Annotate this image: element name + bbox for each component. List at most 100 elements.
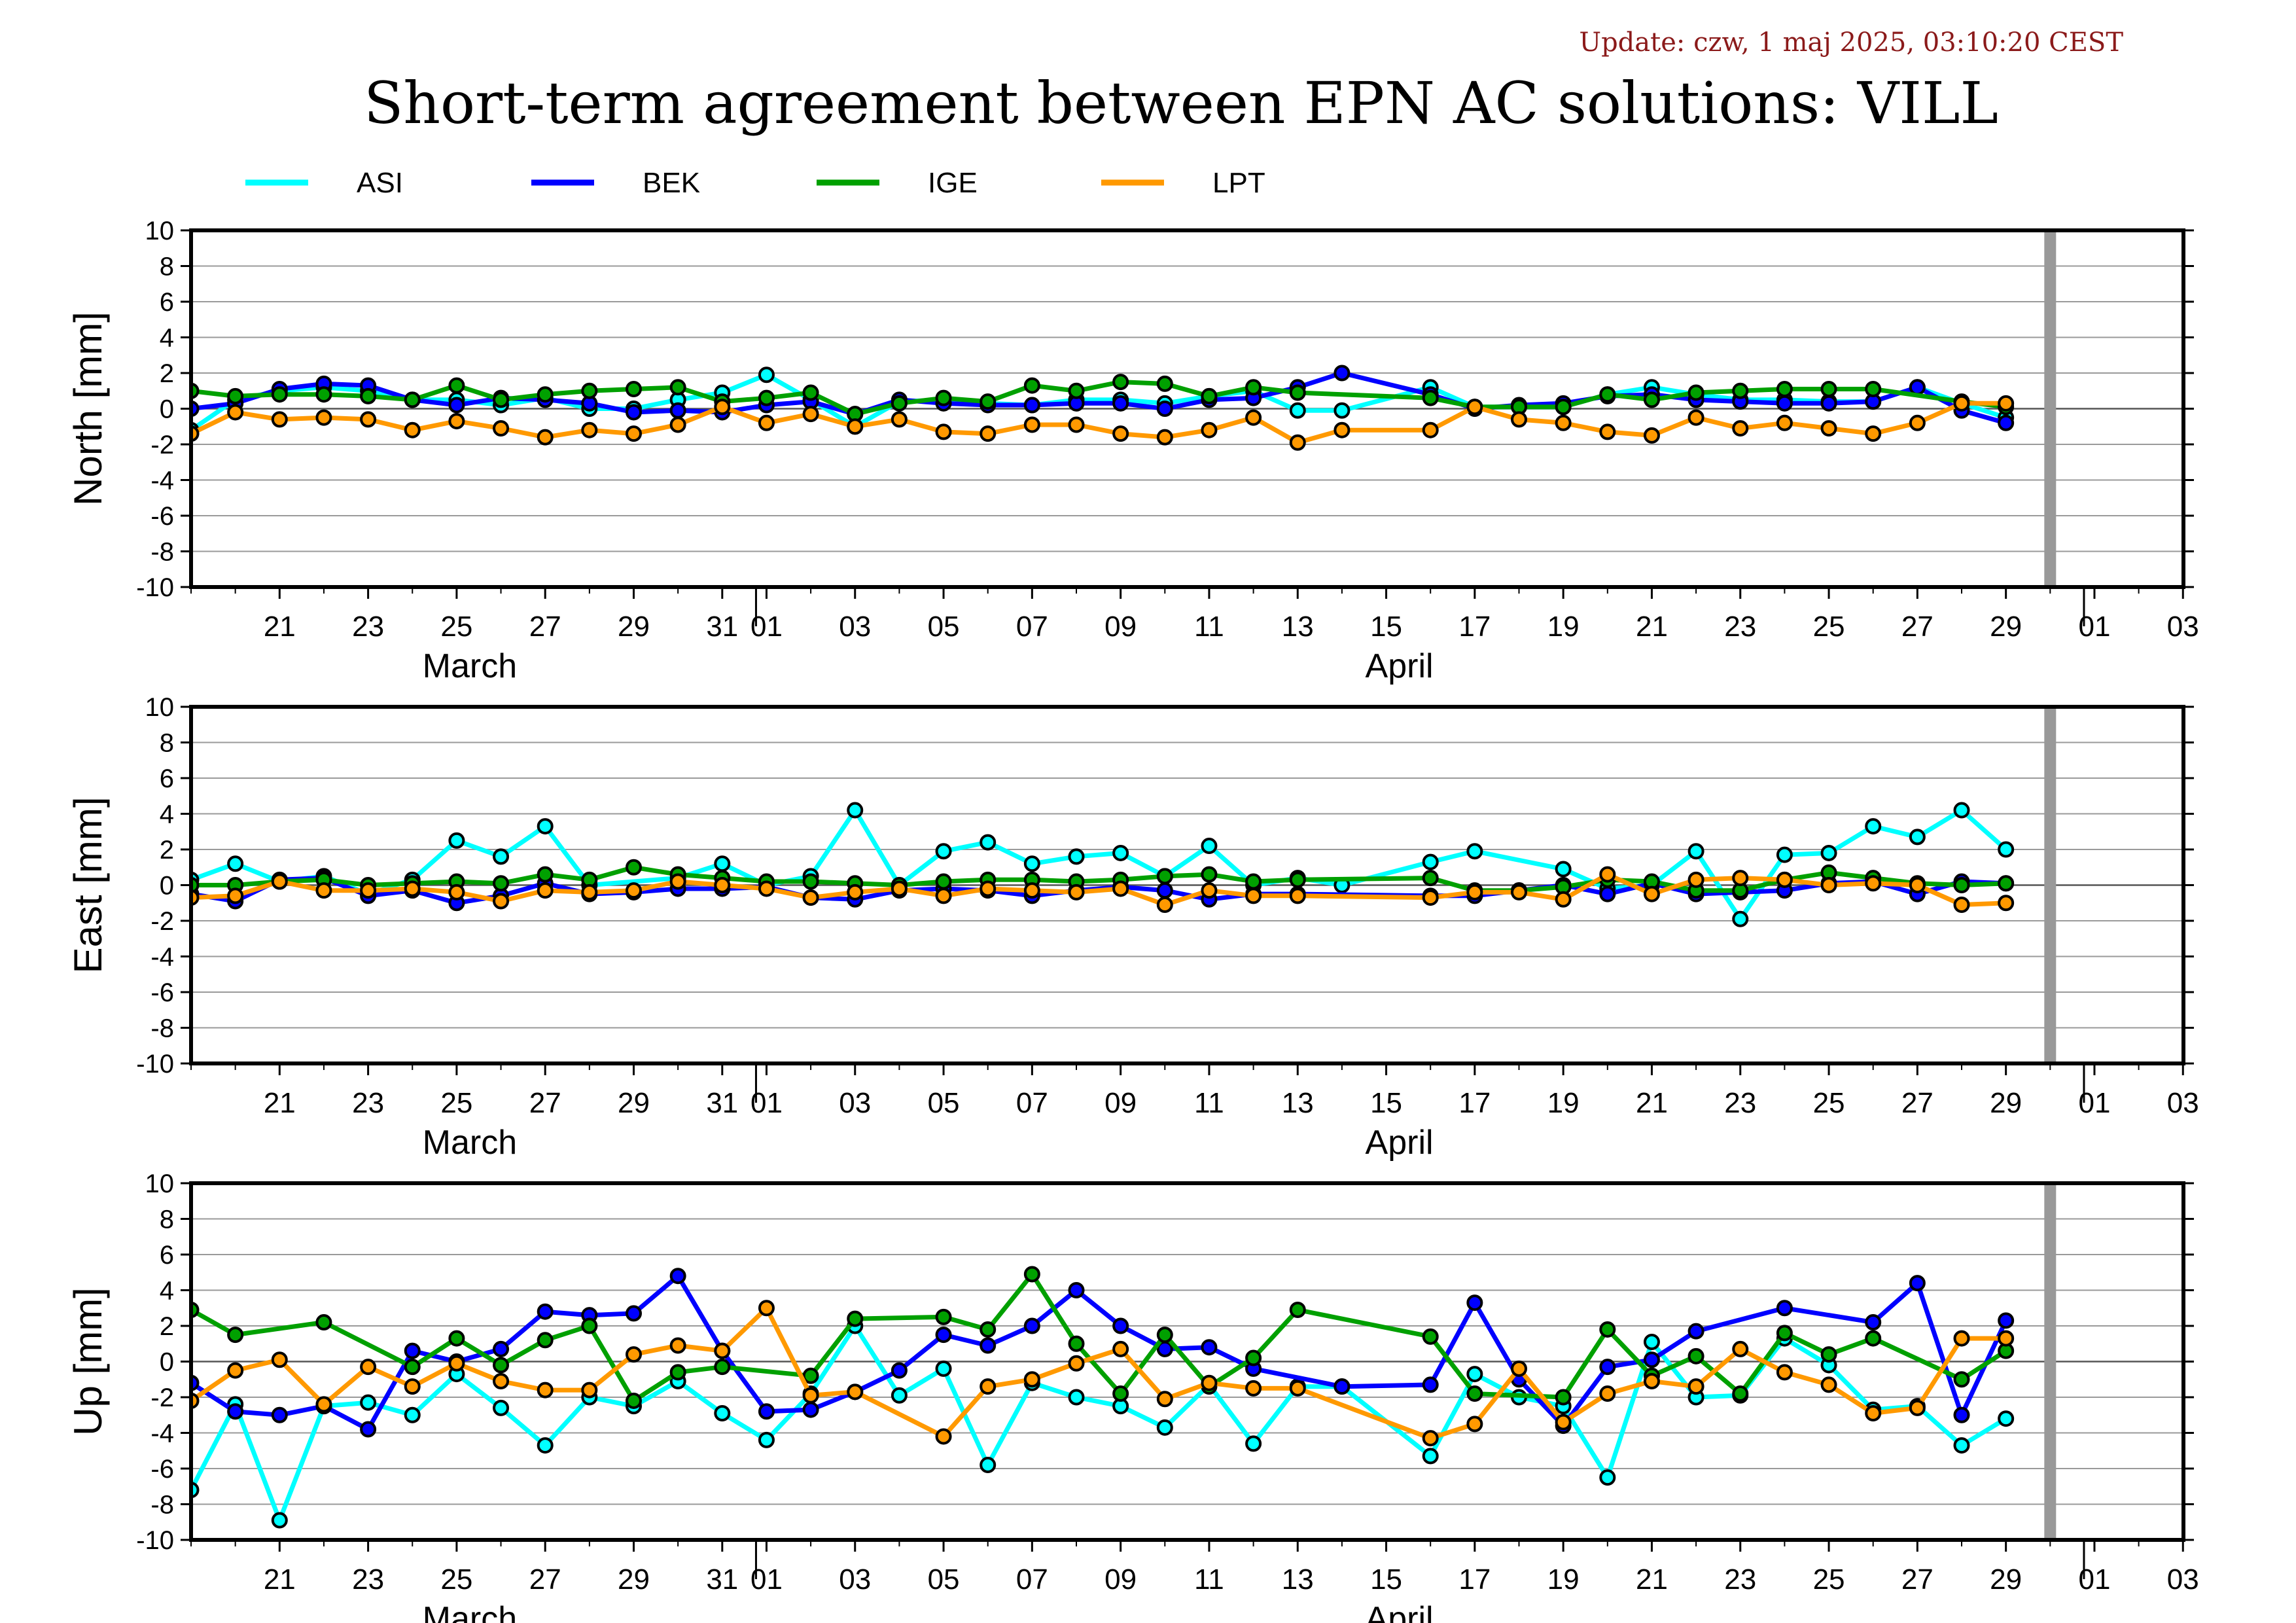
data-point-bek (758, 1403, 775, 1420)
data-point-lpt (1599, 423, 1616, 440)
data-point-ige (227, 1327, 244, 1344)
x-tick-label: 21 (264, 611, 296, 643)
x-tick-label: 07 (1016, 611, 1048, 643)
data-point-lpt (802, 889, 819, 906)
y-tick-label: -6 (150, 502, 174, 531)
data-point-bek (980, 1337, 997, 1354)
x-tick-label: 03 (2167, 611, 2199, 643)
data-point-bek (669, 1268, 686, 1285)
x-tick-label: 27 (529, 611, 561, 643)
data-point-bek (1112, 395, 1129, 412)
data-point-ige (1068, 382, 1085, 399)
data-point-lpt (626, 1346, 642, 1363)
y-tick-label: 6 (160, 1241, 174, 1270)
data-point-lpt (1112, 880, 1129, 897)
data-point-bek (1998, 1312, 2015, 1329)
data-point-lpt (1023, 882, 1040, 899)
data-point-asi (1422, 1448, 1439, 1465)
data-point-bek (448, 397, 465, 414)
y-tick-label: -10 (136, 1050, 174, 1079)
y-tick-label: -2 (150, 907, 174, 936)
data-point-asi (1555, 861, 1572, 878)
data-point-ige (1466, 1385, 1483, 1402)
data-point-lpt (1555, 891, 1572, 908)
data-point-lpt (1422, 1430, 1439, 1447)
data-point-lpt (581, 1382, 598, 1399)
data-point-ige (1023, 377, 1040, 394)
x-tick-label: 03 (839, 1563, 871, 1596)
data-point-lpt (581, 421, 598, 438)
data-point-ige (980, 1321, 997, 1338)
y-tick-label: 10 (145, 1169, 175, 1198)
data-point-ige (980, 393, 997, 410)
legend-label-lpt: LPT (1212, 167, 1265, 199)
data-point-bek (360, 1421, 377, 1438)
data-point-lpt (1201, 421, 1218, 438)
y-tick-label: 6 (160, 764, 174, 793)
data-point-bek (537, 1303, 554, 1320)
x-tick-label: 07 (1016, 1087, 1048, 1119)
x-tick-label: 31 (706, 1087, 738, 1119)
data-point-bek (1687, 1323, 1704, 1340)
data-point-lpt (1422, 421, 1439, 438)
y-tick-label: -10 (136, 1526, 174, 1555)
data-point-ige (758, 389, 775, 406)
data-point-lpt (1156, 1391, 1173, 1408)
data-point-ige (626, 381, 642, 398)
data-point-lpt (360, 411, 377, 428)
x-tick-label: 13 (1282, 1563, 1314, 1596)
data-point-bek (1599, 885, 1616, 902)
x-tick-label: 11 (1194, 611, 1224, 643)
data-point-lpt (758, 414, 775, 431)
data-point-lpt (758, 1300, 775, 1317)
data-point-lpt (935, 887, 952, 904)
data-point-lpt (448, 883, 465, 901)
data-point-lpt (1820, 419, 1837, 437)
y-tick-label: 6 (160, 288, 174, 317)
data-point-lpt (1156, 896, 1173, 913)
x-tick-label: 05 (928, 1563, 960, 1596)
data-point-lpt (626, 425, 642, 442)
x-tick-label: 03 (839, 1087, 871, 1119)
x-tick-label: 27 (529, 1087, 561, 1119)
data-point-bek (1599, 1359, 1616, 1376)
data-point-lpt (1023, 1371, 1040, 1388)
data-point-asi (980, 1457, 997, 1474)
legend-item-bek: BEK (531, 167, 700, 199)
series-lpt (191, 866, 2015, 913)
data-point-lpt (1953, 395, 1970, 412)
data-point-lpt (271, 873, 288, 890)
data-point-lpt (891, 880, 908, 897)
data-point-lpt (1732, 419, 1749, 437)
data-point-ige (1201, 387, 1218, 404)
data-point-asi (537, 818, 554, 835)
y-tick-label: 4 (160, 1277, 174, 1306)
data-point-lpt (1245, 1380, 1262, 1397)
data-point-lpt (1466, 399, 1483, 416)
data-point-lpt (1289, 887, 1306, 904)
data-point-lpt (847, 883, 864, 901)
data-point-lpt (1245, 887, 1262, 904)
data-point-lpt (714, 399, 731, 416)
data-point-asi (1466, 843, 1483, 860)
data-point-ige (1201, 866, 1218, 883)
data-point-lpt (1909, 877, 1926, 893)
data-point-bek (493, 1340, 510, 1357)
data-point-lpt (1156, 429, 1173, 446)
data-point-asi (1687, 843, 1704, 860)
data-point-lpt (315, 1396, 332, 1413)
x-tick-label: 09 (1104, 1087, 1137, 1119)
data-point-bek (1112, 1317, 1129, 1334)
data-point-lpt (448, 1355, 465, 1372)
x-tick-label: 19 (1547, 1087, 1580, 1119)
data-point-bek (1776, 395, 1793, 412)
data-point-asi (1201, 838, 1218, 855)
data-point-lpt (404, 880, 421, 897)
data-point-bek (1643, 1351, 1660, 1368)
data-point-ige (1156, 375, 1173, 392)
data-point-asi (404, 1406, 421, 1423)
data-point-ige (315, 1314, 332, 1331)
data-point-bek (626, 1305, 642, 1322)
data-point-bek (404, 1342, 421, 1359)
data-point-lpt (847, 1383, 864, 1400)
